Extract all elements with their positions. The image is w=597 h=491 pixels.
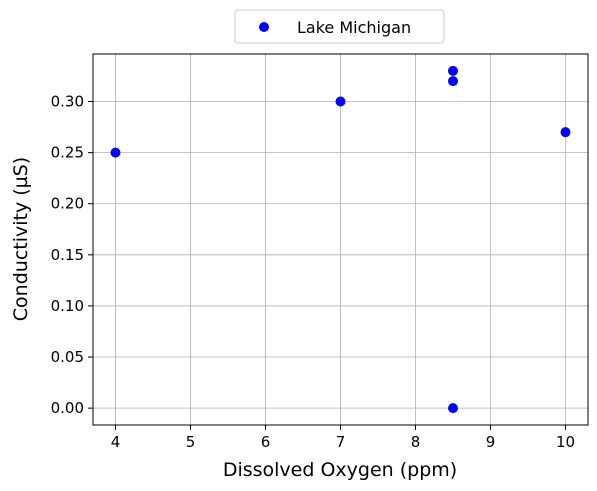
data-point [448, 76, 458, 87]
data-point [560, 127, 571, 138]
y-axis-label: Conductivity (µS) [10, 157, 32, 321]
x-tick-label: 9 [486, 433, 496, 451]
x-tick-label: 8 [411, 433, 421, 451]
x-tick-label: 10 [556, 433, 575, 451]
y-tick-label: 0.10 [51, 297, 84, 315]
y-tick-label: 0.25 [51, 144, 84, 162]
legend-box [234, 9, 445, 44]
legend-marker [259, 22, 269, 32]
data-point [448, 65, 458, 76]
legend-label: Lake Michigan [297, 18, 411, 37]
data-point [448, 403, 458, 414]
data-point [335, 96, 346, 107]
y-tick-label: 0.30 [51, 93, 84, 111]
data-point [110, 147, 121, 158]
x-tick-label: 6 [261, 433, 271, 451]
x-tick-label: 5 [186, 433, 196, 451]
y-axis-ticks: 0.00 0.05 0.10 0.15 0.20 0.25 0.30 [51, 93, 93, 417]
y-tick-label: 0.05 [51, 348, 84, 366]
y-tick-label: 0.15 [51, 246, 84, 264]
x-tick-label: 7 [336, 433, 346, 451]
y-tick-label: 0.00 [51, 399, 84, 417]
x-axis-ticks: 4 5 6 7 8 9 10 [111, 425, 575, 451]
y-tick-label: 0.20 [51, 195, 84, 213]
legend: Lake Michigan [234, 9, 445, 44]
data-points [110, 65, 571, 414]
x-tick-label: 4 [111, 433, 121, 451]
x-axis-label: Dissolved Oxygen (ppm) [223, 459, 457, 481]
